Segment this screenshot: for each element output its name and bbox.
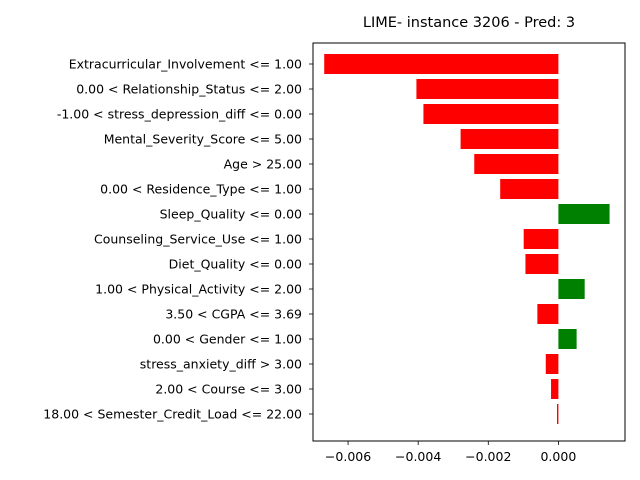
- y-tick-label: Age > 25.00: [224, 157, 302, 172]
- y-tick-label: stress_anxiety_diff > 3.00: [140, 357, 302, 372]
- bar-10: [537, 304, 559, 324]
- y-tick-label: Extracurricular_Involvement <= 1.00: [69, 57, 302, 72]
- bar-1: [416, 79, 559, 99]
- y-tick-label: Mental_Severity_Score <= 5.00: [104, 132, 302, 147]
- x-tick-label: 0.000: [540, 449, 576, 464]
- y-tick-label: 2.00 < Course <= 3.00: [155, 382, 302, 397]
- y-tick-label: 1.00 < Physical_Activity <= 2.00: [95, 282, 302, 297]
- bar-5: [500, 179, 559, 199]
- bar-12: [545, 354, 559, 374]
- y-tick-label: -1.00 < stress_depression_diff <= 0.00: [57, 107, 302, 122]
- y-tick-label: Diet_Quality <= 0.00: [169, 257, 302, 272]
- y-tick-label: Sleep_Quality <= 0.00: [160, 207, 302, 222]
- x-tick-label: −0.004: [395, 449, 441, 464]
- chart-title: LIME- instance 3206 - Pred: 3: [363, 15, 575, 31]
- x-ticks: −0.006 −0.004 −0.002 0.000: [325, 441, 576, 464]
- bar-8: [525, 254, 559, 274]
- bar-3: [460, 129, 559, 149]
- y-tick-labels: Extracurricular_Involvement <= 1.00 0.00 …: [43, 57, 313, 422]
- x-tick-label: −0.002: [465, 449, 511, 464]
- bar-0: [324, 54, 559, 74]
- bar-14: [556, 404, 559, 424]
- x-tick-label: −0.006: [325, 449, 371, 464]
- plot-frame: [312, 42, 626, 442]
- bar-11: [558, 329, 577, 349]
- y-tick-label: Counseling_Service_Use <= 1.00: [94, 232, 302, 247]
- bar-7: [523, 229, 559, 249]
- bar-6: [558, 204, 610, 224]
- y-tick-label: 0.00 < Gender <= 1.00: [153, 332, 302, 347]
- y-tick-label: 3.50 < CGPA <= 3.69: [165, 307, 302, 322]
- bars-group: [324, 54, 610, 424]
- y-tick-label: 0.00 < Residence_Type <= 1.00: [100, 182, 302, 197]
- bar-2: [423, 104, 559, 124]
- bar-4: [474, 154, 559, 174]
- bar-9: [558, 279, 585, 299]
- y-tick-label: 18.00 < Semester_Credit_Load <= 22.00: [43, 407, 302, 422]
- bar-13: [551, 379, 559, 399]
- y-tick-label: 0.00 < Relationship_Status <= 2.00: [76, 82, 302, 97]
